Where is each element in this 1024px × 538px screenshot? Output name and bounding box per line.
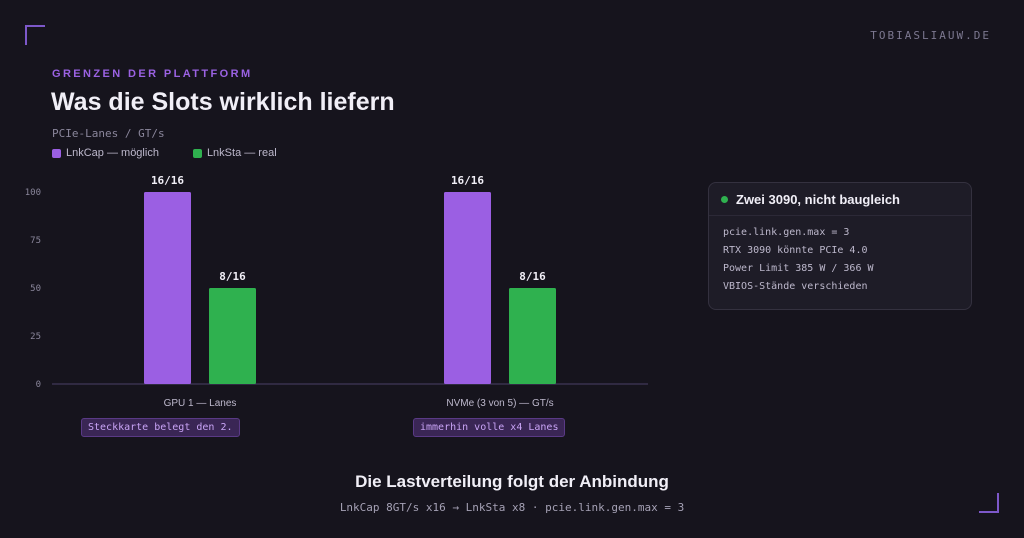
- y-tick-label: 25: [30, 332, 41, 342]
- bar-chart: 0 25 50 75 100 16/16 8/16 GPU 1 — Lanes 16/16 8/1…: [25, 174, 648, 409]
- bar-lnkcap: [444, 192, 491, 384]
- bar-lnksta: [509, 288, 556, 384]
- footer-title: Die Lastverteilung folgt der Anbindung: [355, 472, 669, 491]
- info-card-header: Zwei 3090, nicht baugleich: [709, 183, 971, 216]
- info-card-lines: pcie.link.gen.max = 3 RTX 3090 könnte PC…: [709, 216, 971, 296]
- site-domain: TOBIASLIAUW.DE: [870, 29, 991, 42]
- info-card-line: pcie.link.gen.max = 3: [723, 227, 850, 238]
- corner-bracket-bottom-right: [979, 493, 999, 513]
- y-tick-label: 50: [30, 284, 41, 294]
- legend-label-lnksta: LnkSta — real: [206, 147, 277, 159]
- chart-title: Was die Slots wirklich liefern: [51, 88, 395, 116]
- info-card-line: VBIOS-Stände verschieden: [723, 281, 868, 292]
- y-tick-label: 0: [36, 380, 41, 390]
- y-tick-label: 100: [25, 188, 41, 198]
- info-card-title: Zwei 3090, nicht baugleich: [736, 191, 900, 207]
- x-category-label: GPU 1 — Lanes: [164, 398, 237, 409]
- legend-item-lnkcap: LnkCap — möglich: [52, 147, 159, 159]
- bar-value-label: 16/16: [451, 174, 484, 187]
- annotation-tag-gpu: Steckkarte belegt den 2.: [81, 418, 240, 437]
- bar-value-label: 8/16: [519, 270, 546, 283]
- bar-value-label: 8/16: [219, 270, 246, 283]
- legend-swatch-lnksta: [192, 148, 202, 158]
- bar-lnksta: [209, 288, 256, 384]
- x-category-label: NVMe (3 von 5) — GT/s: [446, 398, 553, 409]
- y-tick-label: 75: [30, 236, 41, 246]
- info-card-line: Power Limit 385 W / 366 W: [723, 263, 874, 274]
- chart-subtitle: PCIe-Lanes / GT/s: [52, 127, 165, 140]
- bar-value-label: 16/16: [151, 174, 184, 187]
- corner-bracket-top-left: [25, 25, 45, 45]
- annotation-tag-nvme: immerhin volle x4 Lanes: [413, 418, 566, 437]
- section-eyebrow: GRENZEN DER PLATTFORM: [52, 68, 253, 80]
- footer-subtitle: LnkCap 8GT/s x16 → LnkSta x8 · pcie.link…: [339, 501, 685, 514]
- legend-label-lnkcap: LnkCap — möglich: [66, 147, 159, 159]
- bar-lnkcap: [144, 192, 191, 384]
- legend-swatch-lnkcap: [52, 148, 61, 158]
- status-dot-icon: [721, 195, 728, 203]
- info-card-line: RTX 3090 könnte PCIe 4.0: [723, 245, 868, 256]
- chart-legend: LnkCap — möglich LnkSta — real: [52, 147, 277, 159]
- legend-item-lnksta: LnkSta — real: [192, 147, 277, 159]
- info-card: Zwei 3090, nicht baugleich pcie.link.gen…: [708, 182, 972, 310]
